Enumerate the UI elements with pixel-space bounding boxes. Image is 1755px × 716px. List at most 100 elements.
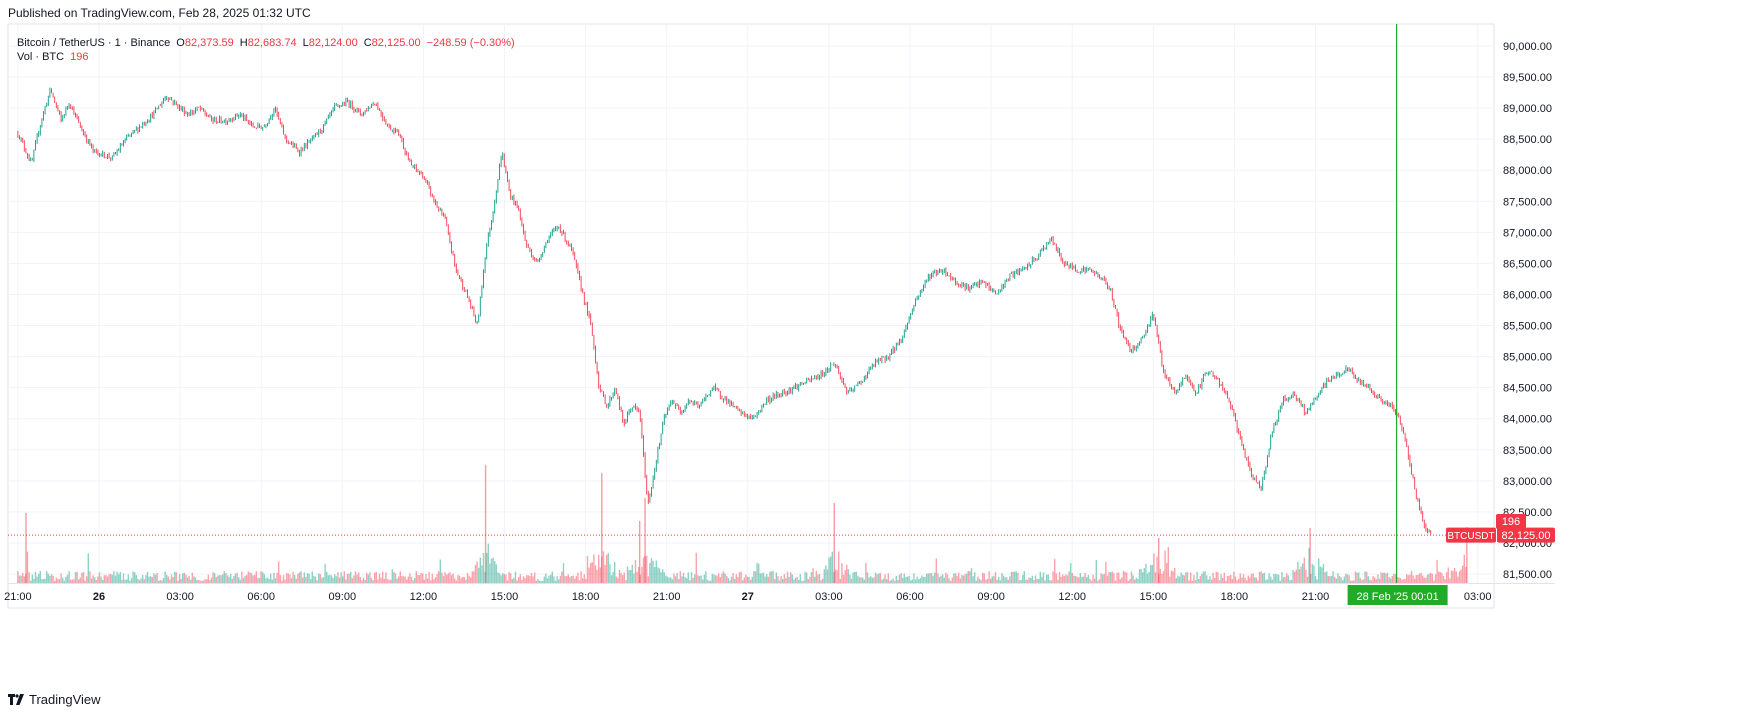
volume-bar bbox=[908, 575, 910, 583]
volume-bar bbox=[265, 578, 267, 583]
volume-bar bbox=[1084, 572, 1086, 583]
volume-bar bbox=[1049, 580, 1051, 583]
volume-bar bbox=[143, 579, 145, 583]
volume-bar bbox=[881, 579, 883, 583]
volume-bar bbox=[330, 575, 333, 583]
volume-bar bbox=[1324, 572, 1326, 583]
volume-bar bbox=[655, 560, 657, 583]
volume-bar bbox=[428, 571, 430, 583]
volume-bar bbox=[850, 578, 853, 583]
volume-bar bbox=[1028, 577, 1030, 583]
volume-bar bbox=[310, 579, 312, 583]
volume-bar bbox=[1334, 576, 1336, 583]
volume-bar bbox=[1383, 572, 1385, 583]
volume-bar bbox=[1218, 580, 1221, 583]
volume-bar bbox=[1372, 575, 1374, 583]
volume-bar bbox=[105, 574, 107, 583]
volume-bar bbox=[1012, 571, 1014, 583]
volume-bar bbox=[654, 566, 656, 583]
volume-bar bbox=[521, 579, 523, 583]
volume-bar bbox=[166, 574, 168, 583]
volume-bar bbox=[1022, 574, 1024, 583]
volume-bar bbox=[902, 577, 904, 583]
volume-bar bbox=[540, 580, 542, 583]
volume-bar bbox=[1295, 569, 1297, 583]
volume-bar bbox=[1135, 577, 1137, 583]
volume-bar bbox=[1415, 575, 1417, 583]
volume-bar bbox=[449, 572, 451, 583]
volume-bar bbox=[977, 576, 979, 583]
volume-bar bbox=[927, 573, 929, 583]
volume-bar bbox=[767, 576, 769, 583]
volume-bar bbox=[559, 575, 561, 583]
volume-bar bbox=[158, 580, 160, 583]
volume-bar bbox=[236, 572, 238, 583]
volume-bar bbox=[209, 579, 211, 583]
volume-bar bbox=[473, 571, 475, 583]
volume-bar bbox=[1346, 574, 1349, 583]
volume-bar bbox=[17, 571, 19, 583]
volume-bar bbox=[1018, 580, 1021, 583]
volume-bar bbox=[1044, 580, 1046, 583]
volume-bar bbox=[1322, 563, 1325, 583]
volume-bar bbox=[762, 572, 765, 583]
volume-bar bbox=[930, 572, 933, 583]
volume-bar bbox=[1156, 556, 1158, 583]
volume-bar bbox=[994, 572, 997, 583]
volume-bar bbox=[433, 579, 435, 583]
volume-bar bbox=[692, 577, 694, 583]
volume-bar bbox=[108, 574, 110, 583]
y-tick-label: 90,000.00 bbox=[1503, 41, 1552, 53]
volume-bar bbox=[1348, 575, 1350, 583]
volume-bar bbox=[543, 576, 545, 583]
volume-bar bbox=[1340, 577, 1342, 583]
volume-bar bbox=[967, 571, 969, 583]
volume-bar bbox=[660, 572, 662, 583]
volume-bar bbox=[1054, 559, 1056, 583]
x-tick-label: 15:00 bbox=[491, 591, 519, 603]
volume-bar bbox=[1450, 570, 1453, 583]
volume-bar bbox=[625, 580, 627, 583]
legend-symbol: Bitcoin / TetherUS · 1 · Binance bbox=[17, 37, 171, 49]
volume-bar bbox=[1327, 575, 1329, 583]
volume-bar bbox=[662, 569, 664, 583]
volume-bar bbox=[1430, 572, 1432, 583]
volume-bar bbox=[1441, 573, 1443, 583]
volume-bar bbox=[292, 571, 294, 583]
volume-bar bbox=[710, 580, 712, 583]
volume-bar bbox=[962, 575, 965, 583]
published-caption: Published on TradingView.com, Feb 28, 20… bbox=[8, 6, 311, 20]
volume-bar bbox=[924, 576, 926, 583]
volume-bar bbox=[366, 572, 368, 583]
volume-bar bbox=[673, 573, 675, 583]
volume-bar bbox=[1095, 559, 1097, 583]
volume-bar bbox=[1102, 574, 1104, 583]
volume-bar bbox=[714, 575, 717, 583]
volume-bar bbox=[1417, 574, 1419, 583]
volume-bar bbox=[73, 579, 75, 583]
volume-bar bbox=[1354, 571, 1357, 583]
volume-bar bbox=[468, 575, 470, 583]
volume-bar bbox=[1390, 578, 1392, 583]
volume-bar bbox=[1337, 573, 1339, 583]
symbol-legend: Bitcoin / TetherUS · 1 · Binance O82,373.… bbox=[17, 36, 515, 64]
tradingview-brand[interactable]: TradingView bbox=[8, 692, 101, 707]
volume-bar bbox=[321, 577, 323, 583]
volume-bar bbox=[441, 572, 443, 583]
volume-bar bbox=[1370, 580, 1373, 583]
volume-bar bbox=[866, 572, 869, 583]
volume-bar bbox=[362, 577, 365, 583]
volume-spike bbox=[1466, 527, 1468, 583]
volume-bar bbox=[92, 575, 94, 583]
volume-bar bbox=[812, 568, 814, 583]
volume-bar bbox=[830, 556, 832, 583]
volume-bar bbox=[1238, 578, 1240, 583]
volume-bar bbox=[74, 572, 77, 583]
volume-bar bbox=[847, 569, 849, 583]
volume-bar bbox=[122, 573, 125, 583]
volume-bar bbox=[988, 571, 990, 583]
volume-bar bbox=[1150, 564, 1152, 583]
volume-bar bbox=[770, 571, 773, 583]
volume-bar bbox=[1313, 565, 1315, 583]
